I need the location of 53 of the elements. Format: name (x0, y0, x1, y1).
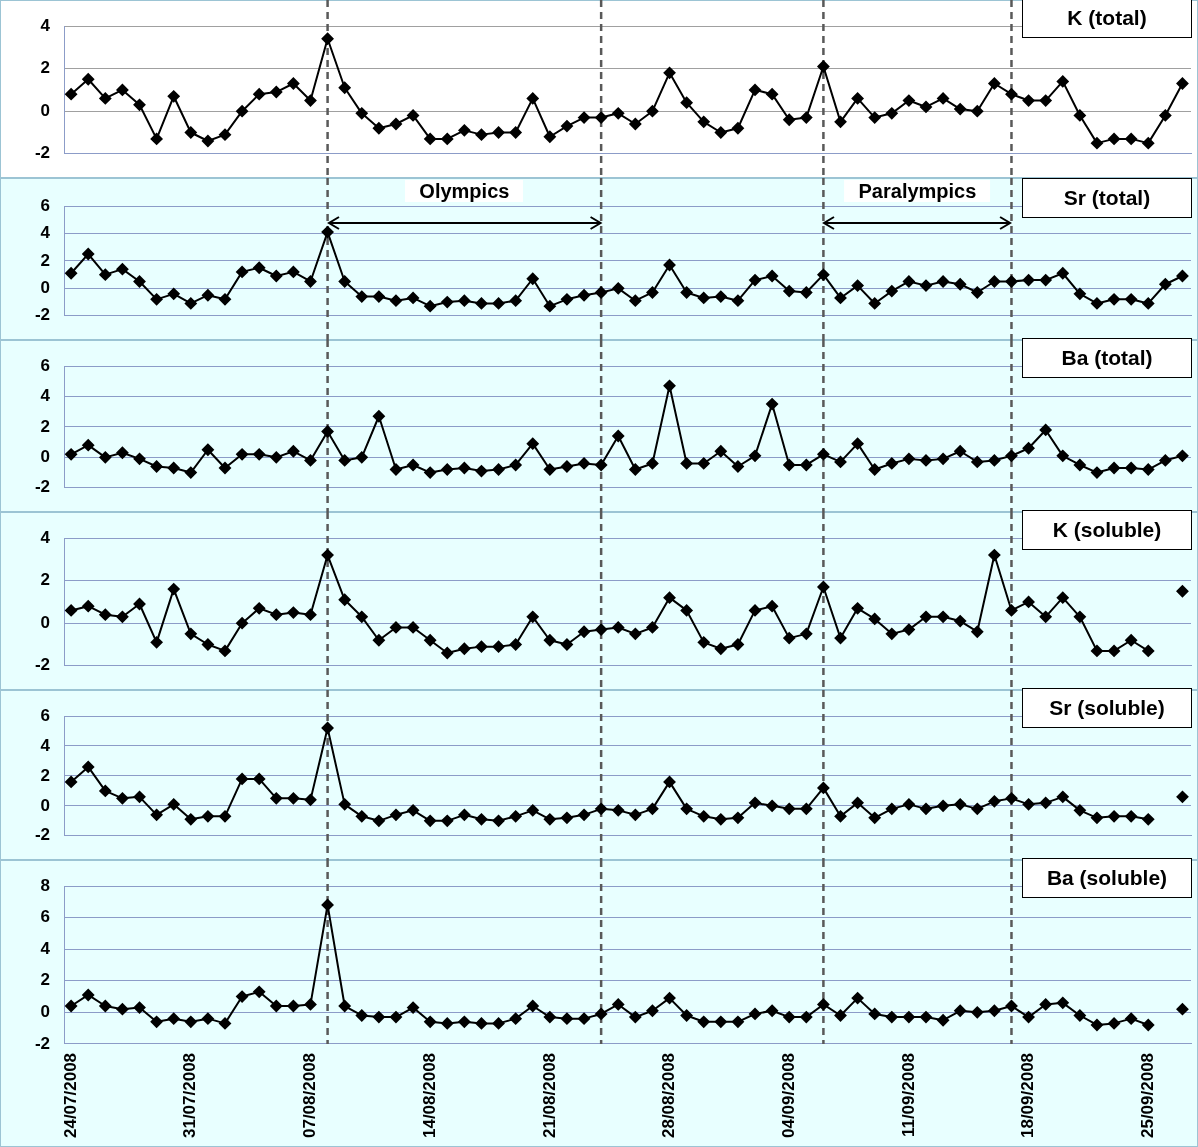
y-tick-label: 8 (40, 875, 50, 895)
y-tick-label: 6 (40, 195, 50, 215)
y-tick-label: 2 (40, 765, 50, 785)
chart-title: K (total) (1067, 6, 1147, 30)
x-tick-label: 11/09/2008 (898, 1052, 918, 1138)
x-tick-label: 07/08/2008 (300, 1052, 320, 1139)
y-tick-label: -2 (34, 1033, 50, 1053)
y-tick-label: -2 (34, 143, 50, 163)
title-box: K (total) (1022, 0, 1192, 38)
y-tick-label: 2 (40, 250, 50, 270)
y-tick-label: 2 (40, 970, 50, 990)
y-tick-label: 4 (40, 15, 51, 35)
y-tick-label: -2 (34, 825, 50, 845)
y-tick-label: 0 (40, 278, 50, 298)
title-box: Ba (total) (1022, 338, 1192, 378)
text: Olympics (405, 179, 524, 202)
text: Paralympics (844, 179, 991, 202)
y-tick-label: 6 (40, 907, 50, 927)
x-tick-label: 21/08/2008 (539, 1052, 559, 1139)
y-tick-label: -2 (34, 477, 50, 497)
y-tick-label: 4 (40, 223, 51, 243)
x-tick-label: 14/08/2008 (419, 1052, 439, 1139)
x-tick-label: 28/08/2008 (659, 1052, 679, 1139)
y-tick-label: 0 (40, 795, 50, 815)
y-tick-label: -2 (34, 655, 50, 675)
x-tick-label: 18/09/2008 (1018, 1052, 1038, 1139)
y-tick-label: 6 (40, 355, 50, 375)
x-tick-label: 25/09/2008 (1137, 1052, 1157, 1139)
y-tick-label: 4 (40, 527, 51, 547)
y-tick-label: 0 (40, 100, 50, 120)
y-tick-label: 2 (40, 570, 50, 590)
y-tick-label: 0 (40, 612, 50, 632)
y-tick-label: 6 (40, 705, 50, 725)
title-box: Ba (soluble) (1022, 858, 1192, 898)
y-tick-label: 0 (40, 1002, 50, 1022)
chart-title: Ba (soluble) (1046, 866, 1168, 890)
y-tick-label: 4 (40, 386, 51, 406)
x-tick-label: 04/09/2008 (778, 1052, 798, 1139)
y-tick-label: 0 (40, 447, 50, 467)
chart-title: K (soluble) (1052, 518, 1162, 542)
x-tick-label: 31/07/2008 (180, 1052, 200, 1139)
chart-title: Ba (total) (1061, 346, 1153, 370)
y-tick-label: -2 (34, 305, 50, 325)
title-box: Sr (soluble) (1022, 688, 1192, 728)
y-tick-label: 2 (40, 58, 50, 78)
chart-title: Sr (total) (1063, 186, 1151, 210)
chart-title: Sr (soluble) (1049, 696, 1165, 720)
y-tick-label: 2 (40, 416, 50, 436)
y-tick-label: 4 (40, 735, 51, 755)
x-tick-label: 24/07/2008 (60, 1052, 80, 1139)
title-box: K (soluble) (1022, 510, 1192, 550)
title-box: Sr (total) (1022, 178, 1192, 218)
y-tick-label: 4 (40, 938, 51, 958)
